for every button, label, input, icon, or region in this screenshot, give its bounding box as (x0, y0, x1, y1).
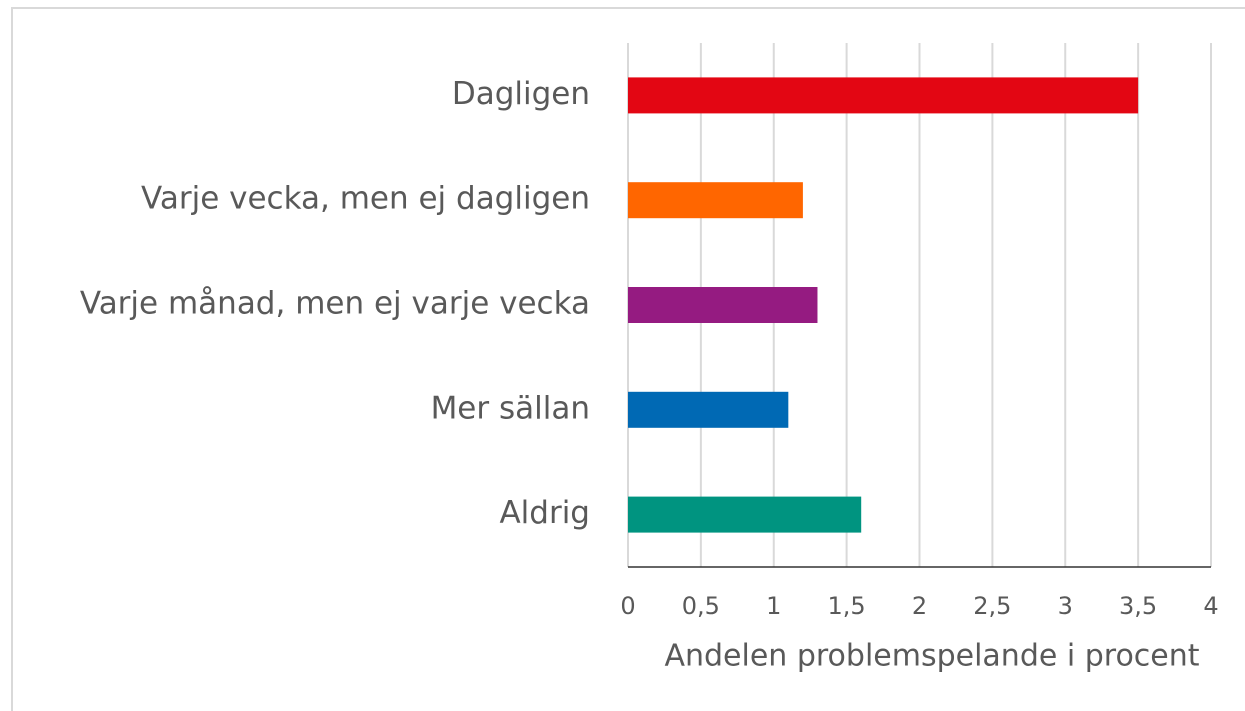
x-tick-label: 1,5 (828, 592, 866, 620)
bar (628, 391, 789, 428)
bar (628, 496, 862, 533)
x-tick-label: 0,5 (682, 592, 720, 620)
x-tick-label: 2 (912, 592, 927, 620)
x-tick-label: 3 (1058, 592, 1073, 620)
y-tick-label: Aldrig (499, 495, 590, 531)
y-tick-label: Varje vecka, men ej dagligen (141, 181, 590, 217)
bar (628, 182, 803, 219)
y-tick-label: Mer sällan (431, 390, 590, 426)
y-tick-label: Varje månad, men ej varje vecka (80, 286, 590, 322)
bar (628, 287, 818, 323)
x-tick-label: 0 (620, 592, 635, 620)
x-tick-label: 3,5 (1119, 592, 1157, 620)
y-tick-label: Dagligen (452, 76, 590, 112)
bar (628, 77, 1139, 114)
x-axis-title: Andelen problemspelande i procent (664, 639, 1199, 674)
x-tick-label: 4 (1203, 592, 1218, 620)
x-tick-label: 1 (766, 592, 781, 620)
x-tick-label: 2,5 (973, 592, 1011, 620)
